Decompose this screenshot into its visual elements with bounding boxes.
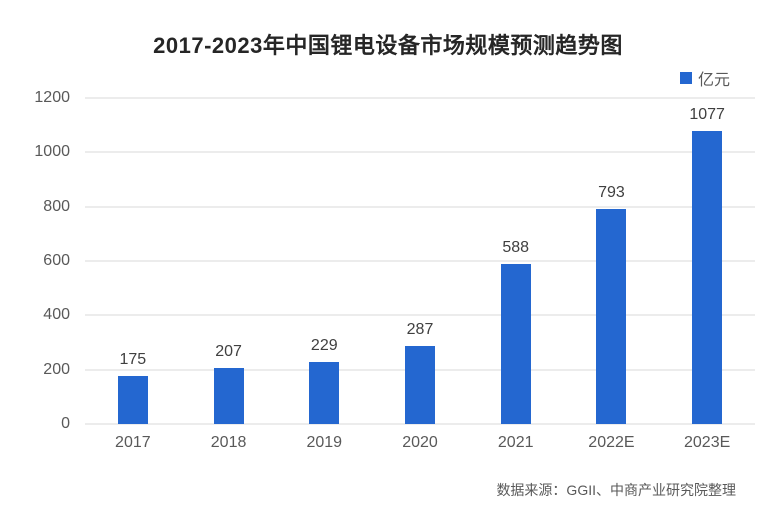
y-axis-tick-label: 1000: [34, 143, 70, 161]
x-axis-tick-label: 2022E: [588, 434, 635, 451]
gridline: [85, 260, 755, 262]
source-note: 数据来源：GGII、中商产业研究院整理: [496, 482, 736, 498]
plot-area: 0 200 400 600 800 1000 1200 175 2017 207 2018 229 20…: [34, 89, 755, 451]
y-axis-tick-label: 600: [43, 252, 70, 269]
x-axis-tick-label: 2023E: [684, 434, 731, 451]
bar-2023E: [692, 131, 723, 424]
legend: 亿元: [679, 66, 730, 90]
x-axis-tick-label: 2021: [497, 434, 534, 451]
bar-value-label: 793: [598, 183, 625, 201]
bar-value-label: 229: [310, 336, 338, 354]
bar-2017: [117, 376, 148, 424]
gridline: [85, 206, 755, 208]
y-axis-tick-label: 0: [61, 415, 70, 432]
bar-2020: [405, 346, 435, 424]
bar-2018: [213, 367, 244, 424]
y-axis-tick-label: 400: [43, 306, 70, 324]
gridline: [85, 151, 755, 153]
legend-label: 亿元: [697, 72, 730, 89]
y-axis-tick-label: 800: [43, 197, 70, 215]
x-axis-tick-label: 2019: [306, 434, 343, 451]
gridline: [85, 97, 755, 99]
bar-value-label: 175: [119, 351, 147, 369]
bar-value-label: 1077: [689, 106, 725, 124]
x-axis-tick-label: 2020: [402, 434, 438, 451]
bar-value-label: 588: [502, 239, 530, 257]
gridline: [85, 314, 755, 316]
legend-swatch-icon: [679, 72, 692, 84]
bar-2019: [309, 361, 340, 424]
x-axis-tick-label: 2017: [115, 434, 151, 451]
y-axis-tick-label: 200: [43, 360, 70, 378]
bar-value-label: 287: [406, 321, 434, 339]
x-axis-tick-label: 2018: [210, 434, 247, 451]
gridline: [85, 423, 755, 425]
bar-2021: [500, 264, 531, 424]
bar-value-label: 207: [215, 342, 242, 360]
y-axis-tick-label: 1200: [34, 89, 70, 106]
chart-title: 2017-2023年中国锂电设备市场规模预测趋势图: [153, 33, 623, 58]
bar-2022E: [596, 208, 627, 424]
